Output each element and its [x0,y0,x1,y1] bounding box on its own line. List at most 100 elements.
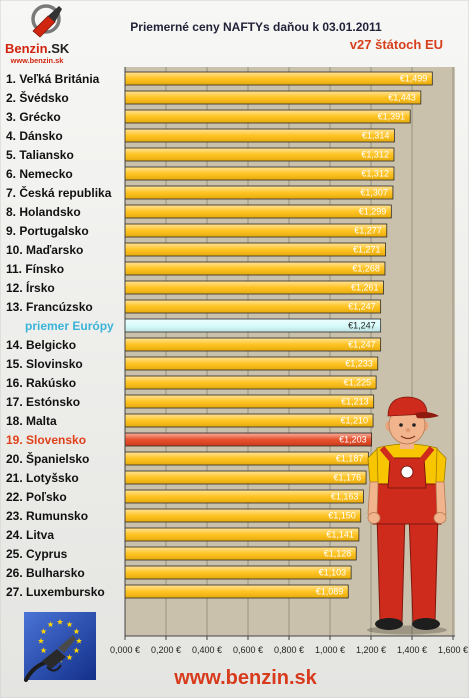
mechanic-cap-brim [415,412,439,419]
category-label: 10. Maďarsko [6,243,83,257]
value-label: €1,233 [345,359,373,369]
value-label: €1,499 [400,74,428,84]
category-label: 11. Fínsko [6,262,64,276]
mechanic-left-shoe [375,618,403,630]
category-label: 21. Lotyšsko [6,471,79,485]
logo-nozzle-spout [48,6,62,22]
value-label: €1,141 [326,530,354,540]
mechanic-right-leg [408,513,439,623]
value-label: €1,268 [352,264,380,274]
value-label: €1,163 [331,492,359,502]
mechanic-illustration [367,396,447,635]
value-label: €1,307 [360,188,388,198]
category-label: 24. Litva [6,528,54,542]
fuel-nozzle-spout [58,635,76,653]
mechanic-mouth [400,435,416,440]
category-label: 15. Slovinsko [6,357,83,371]
bar-shine [125,281,384,294]
logo-tld: .SK [48,41,70,56]
category-label: 5. Taliansko [6,148,74,162]
logo-name: Benzin [5,41,48,56]
category-label: 18. Malta [6,414,57,428]
category-label: 2. Švédsko [6,90,69,105]
bar-shine [125,585,348,598]
eu-star [73,628,80,635]
bar-shine [125,357,378,370]
value-label: €1,213 [341,397,369,407]
bar-shine [125,414,373,427]
category-label: 26. Bulharsko [6,566,85,580]
category-label: 20. Španielsko [6,451,89,466]
value-label: €1,299 [359,207,387,217]
category-label: 27. Luxembursko [6,585,105,599]
mechanic-right-eye [412,423,416,427]
bar-shine [125,224,387,237]
mechanic-left-leg [376,513,406,623]
x-tick-label: 0,200 € [151,645,181,655]
value-label: €1,089 [316,587,344,597]
x-tick-label: 1,400 € [397,645,427,655]
category-label: 25. Cyprus [6,547,68,561]
value-label: €1,271 [353,245,381,255]
logo-url: www.benzin.sk [10,56,65,65]
bar-shine [125,452,368,465]
category-label: 12. Írsko [6,280,55,295]
category-label: 23. Rumunsko [6,509,88,523]
logo-wordmark: Benzin.SK [5,41,70,56]
x-tick-label: 1,000 € [315,645,345,655]
category-label: 9. Portugalsko [6,224,89,238]
bar-shine [125,566,351,579]
bar-shine [125,528,359,541]
category-label: 3. Grécko [6,110,61,124]
bar-shine [125,490,363,503]
labels: €1,499 1. Veľká Británia €1,443 2. Švédsko €… [6,72,427,599]
value-label: €1,314 [362,131,390,141]
category-label: 17. Estónsko [6,395,80,409]
value-label: €1,210 [341,416,369,426]
x-tick-label: 0,600 € [233,645,263,655]
mechanic-cap [387,396,428,417]
eu-flag-icon [24,612,96,682]
mechanic-badge [400,465,414,479]
axes: 0,000 € 0,200 € 0,400 € 0,600 € 0,800 € 1,000… [110,67,468,655]
eu-star [40,647,47,654]
mechanic-nose [405,428,411,432]
category-label: 16. Rakúsko [6,376,76,390]
bar-shine [125,129,394,142]
eu-star [40,628,47,635]
eu-star [75,637,83,644]
mechanic-right-hand [433,512,447,524]
bar-shine [125,167,394,180]
value-label: €1,312 [361,169,389,179]
value-label: €1,203 [339,435,367,445]
mechanic-left-forearm [367,481,379,517]
category-label: 7. Česká republika [6,185,112,200]
logo-hose-ring [31,4,61,34]
category-label: 13. Francúzsko [6,300,93,314]
category-label: 4. Dánsko [6,129,63,143]
category-label: 22. Poľsko [6,490,67,504]
bar-shine [125,509,361,522]
fuel-nozzle-body [42,649,66,669]
bar-shine [125,186,393,199]
value-label: €1,247 [348,302,376,312]
bar-shine [125,433,372,446]
bar-shine [125,205,391,218]
eu-star [66,621,73,628]
category-label: 8. Holandsko [6,205,81,219]
value-label: €1,443 [388,93,416,103]
category-label: 14. Belgicko [6,338,76,352]
mechanic-right-shoe [412,618,440,630]
bar-shine [125,471,366,484]
value-label: €1,277 [354,226,382,236]
x-tick-label: 1,600 € [438,645,468,655]
category-label: 1. Veľká Británia [6,72,100,86]
bar-shine [125,110,410,123]
value-label: €1,103 [319,568,347,578]
highlight-category-label: 19. Slovensko [6,433,86,447]
bar-shine [125,376,376,389]
value-label: €1,187 [336,454,364,464]
bar-shine [125,395,374,408]
mechanic-right-strap [419,446,435,462]
chart-title: Priemerné ceny NAFTYs daňou k 03.01.2011 [130,20,382,34]
